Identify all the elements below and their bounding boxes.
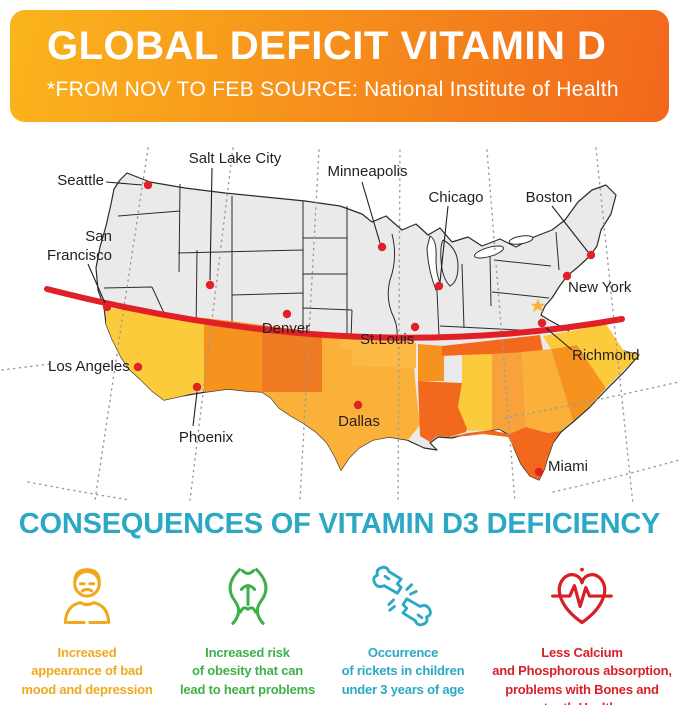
city-leader-lines xyxy=(87,167,589,427)
city-label-chicago: Chicago xyxy=(428,189,484,206)
city-marker xyxy=(353,400,363,410)
us-map-svg xyxy=(1,147,679,505)
city-marker xyxy=(192,382,202,392)
city-label-richmond: Richmond xyxy=(572,347,640,364)
consequence-calcium: Less Calcium and Phosphorous absorption,… xyxy=(485,562,679,705)
consequence-rickets: Occurrence of rickets in children under … xyxy=(321,562,485,705)
city-marker xyxy=(537,318,547,328)
city-label-minneapolis: Minneapolis xyxy=(327,163,408,180)
deficiency-states xyxy=(106,308,639,480)
michigan-mitten xyxy=(440,239,459,287)
city-label-miami: Miami xyxy=(548,458,588,475)
city-markers xyxy=(102,180,596,477)
city-label-phoenix: Phoenix xyxy=(178,429,234,446)
consequences-heading: CONSEQUENCES OF VITAMIN D3 DEFICIENCY xyxy=(18,508,661,540)
city-marker xyxy=(586,250,596,260)
city-marker xyxy=(534,467,544,477)
city-label-los-angeles: Los Angeles xyxy=(48,358,130,375)
city-label-salt-lake-city: Salt Lake City xyxy=(188,150,282,167)
city-marker xyxy=(377,242,387,252)
city-marker xyxy=(133,362,143,372)
capital-star-icon xyxy=(530,299,546,312)
heart-pulse-icon xyxy=(548,562,616,634)
city-label-dallas: Dallas xyxy=(338,413,380,430)
deficiency-line xyxy=(44,286,625,341)
consequences-row: Increased appearance of bad mood and dep… xyxy=(0,562,679,705)
city-label-new-york: New York xyxy=(568,279,632,296)
city-marker xyxy=(410,322,420,332)
graticule xyxy=(1,147,679,505)
city-label-seattle: Seattle xyxy=(57,172,104,189)
consequence-text: Increased appearance of bad mood and dep… xyxy=(21,645,153,697)
consequence-text: Occurrence of rickets in children under … xyxy=(341,645,465,697)
consequence-text: Less Calcium and Phosphorous absorption,… xyxy=(492,645,672,705)
page-subtitle: *FROM NOV TO FEB SOURCE: National Instit… xyxy=(47,78,619,101)
city-label-denver: Denver xyxy=(261,320,311,337)
us-map: Seattle Salt Lake City Minneapolis Chica… xyxy=(0,140,679,505)
consequence-text: Increased risk of obesity that can lead … xyxy=(179,645,316,697)
lake-ontario xyxy=(508,235,534,245)
consequence-obesity: Increased risk of obesity that can lead … xyxy=(174,562,321,705)
broken-bone-icon xyxy=(369,562,437,634)
lake-erie xyxy=(474,245,504,259)
sad-person-icon xyxy=(53,562,121,634)
city-label-san-francisco: San Francisco xyxy=(46,228,112,264)
city-marker xyxy=(102,302,112,312)
lake-michigan xyxy=(426,235,443,291)
consequence-mood: Increased appearance of bad mood and dep… xyxy=(0,562,174,705)
city-label-st-louis: St.Louis xyxy=(360,331,415,348)
city-marker xyxy=(562,271,572,281)
page-title: GLOBAL DEFICIT VITAMIN D xyxy=(47,24,607,68)
city-marker xyxy=(434,281,444,291)
city-marker xyxy=(282,309,292,319)
city-marker xyxy=(205,280,215,290)
header-banner: GLOBAL DEFICIT VITAMIN D *FROM NOV TO FE… xyxy=(10,10,669,122)
city-label-boston: Boston xyxy=(525,189,573,206)
obese-body-icon xyxy=(214,562,282,634)
city-marker xyxy=(143,180,153,190)
